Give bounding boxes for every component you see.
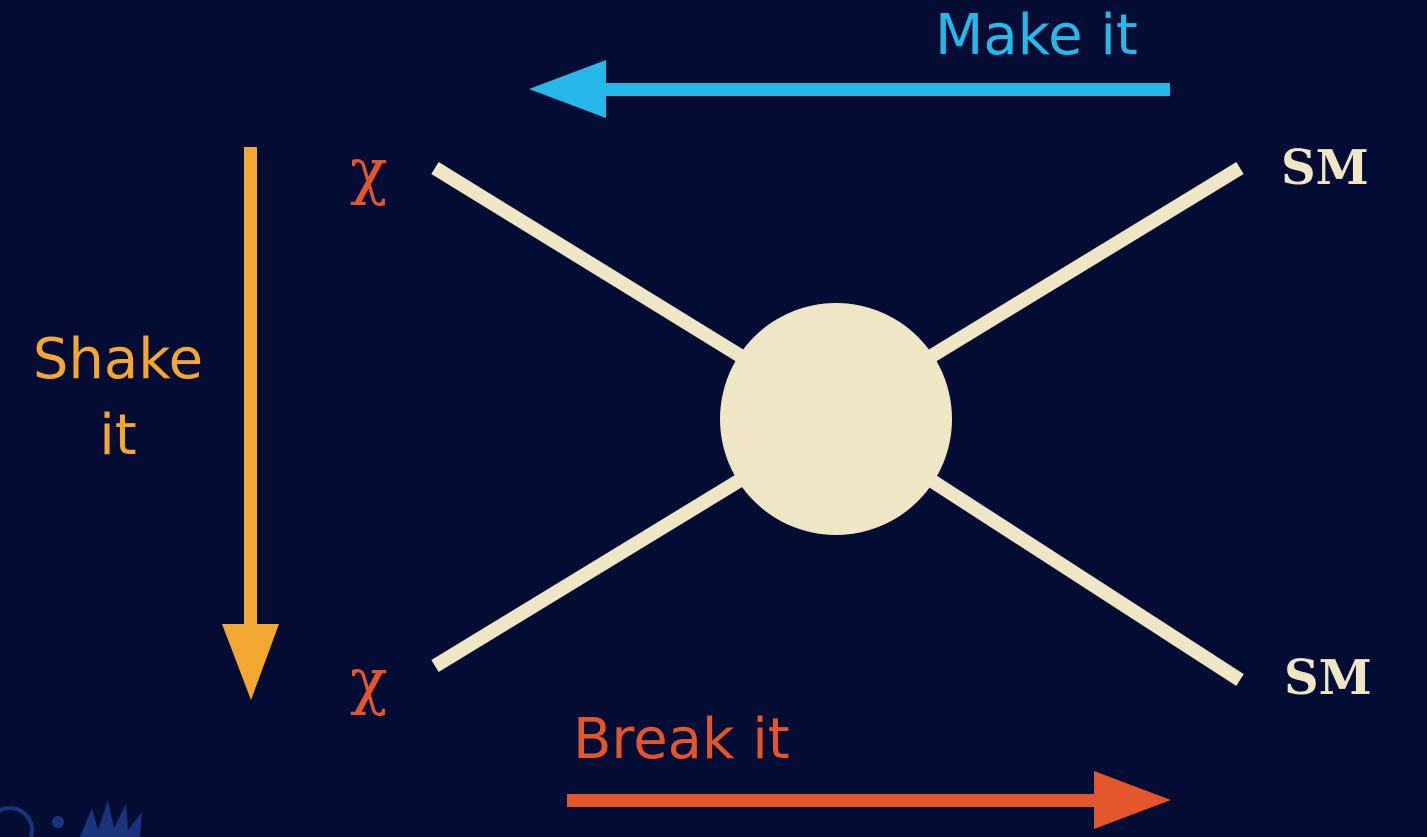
chi-particle-top: χ: [350, 134, 388, 207]
logo-fragment: [0, 800, 142, 837]
line-sm-top: [908, 162, 1244, 374]
shake-arrow: [222, 147, 279, 700]
break-arrow: [567, 771, 1171, 829]
sm-particle-bottom: SM: [1284, 650, 1372, 706]
make-arrow: [529, 60, 1170, 118]
chi-particle-bottom: χ: [350, 644, 388, 717]
line-sm-bottom: [908, 462, 1244, 686]
line-chi-top: [431, 162, 764, 374]
break-it-label: Break it: [573, 707, 790, 772]
line-chi-bottom: [431, 462, 764, 672]
shake-it-label: Shake it: [32, 327, 204, 468]
sm-particle-top: SM: [1281, 140, 1369, 196]
interaction-vertex: [720, 303, 952, 535]
make-it-label: Make it: [935, 3, 1138, 68]
